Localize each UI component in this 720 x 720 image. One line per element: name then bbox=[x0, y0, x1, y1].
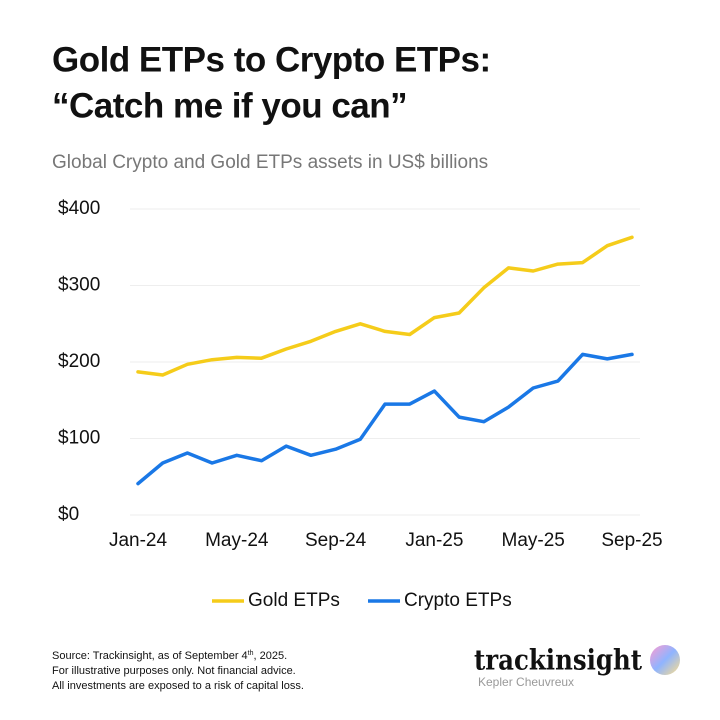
y-tick-label: $100 bbox=[58, 428, 100, 449]
x-tick-label: May-24 bbox=[205, 530, 269, 551]
source-sup: th bbox=[248, 650, 254, 657]
y-tick-label: $0 bbox=[58, 504, 79, 525]
legend-label: Gold ETPs bbox=[248, 590, 340, 611]
chart-title: “Catch me if you can” bbox=[52, 86, 407, 125]
x-tick-label: Jan-24 bbox=[109, 530, 168, 551]
y-tick-label: $200 bbox=[58, 351, 100, 372]
disclaimer: All investments are exposed to a risk of… bbox=[52, 680, 304, 692]
y-tick-label: $400 bbox=[58, 198, 100, 219]
logo-orb bbox=[650, 645, 680, 675]
source-note: Source: Trackinsight, as of September 4t… bbox=[52, 650, 287, 662]
x-tick-label: Jan-25 bbox=[405, 530, 463, 551]
y-tick-label: $300 bbox=[58, 275, 100, 296]
logo-name: trackinsight bbox=[474, 644, 642, 677]
legend-label: Crypto ETPs bbox=[404, 590, 512, 611]
logo-tagline: Kepler Cheuvreux bbox=[478, 675, 574, 689]
chart-subtitle: Global Crypto and Gold ETPs assets in US… bbox=[52, 152, 488, 173]
source-text: Source: Trackinsight, as of September 4 bbox=[52, 650, 248, 662]
x-tick-label: Sep-25 bbox=[601, 530, 662, 551]
x-tick-label: Sep-24 bbox=[305, 530, 367, 551]
x-tick-label: May-25 bbox=[502, 530, 565, 551]
data-line bbox=[136, 352, 634, 486]
chart-title: Gold ETPs to Crypto ETPs: bbox=[52, 40, 491, 79]
data-line bbox=[136, 235, 634, 377]
disclaimer: For illustrative purposes only. Not fina… bbox=[52, 665, 296, 677]
source-text: , 2025. bbox=[254, 650, 288, 662]
